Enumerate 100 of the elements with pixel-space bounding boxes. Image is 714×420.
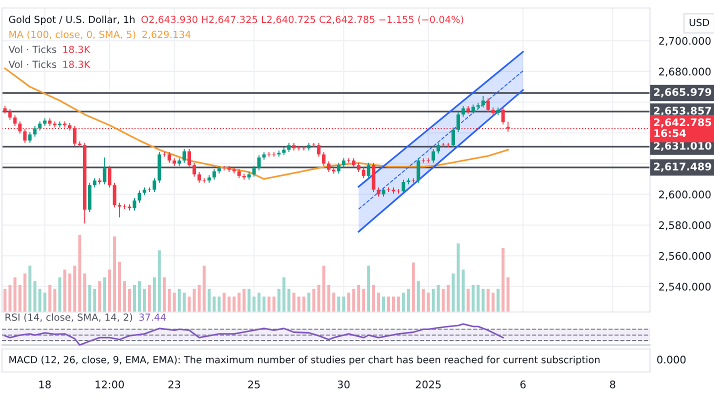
- bar: [58, 277, 62, 312]
- candlestick: [287, 142, 291, 153]
- candlestick: [28, 132, 32, 144]
- bar: [148, 285, 151, 312]
- candlestick: [382, 186, 386, 198]
- bar: [142, 288, 146, 312]
- candlestick: [461, 106, 465, 118]
- bar: [442, 288, 445, 312]
- y-tick-label: 2,540.000: [659, 282, 711, 292]
- bar: [23, 273, 26, 312]
- bar: [406, 288, 410, 312]
- x-tick-label: 12:00: [96, 380, 124, 388]
- bar: [302, 296, 306, 312]
- bar: [496, 288, 500, 312]
- bar: [18, 285, 22, 312]
- annotation: O2,643.930 H2,647.325 L2,640.725 C2,642.785 −1.155 (−0.04%): [141, 16, 464, 24]
- y-tick-label: 2,580.000: [659, 221, 711, 230]
- bar: [212, 296, 216, 312]
- candlestick: [471, 104, 475, 114]
- candlestick: [356, 162, 360, 173]
- candlestick: [436, 142, 440, 154]
- annotation: Vol · Ticks: [8, 46, 56, 54]
- bar: [232, 296, 236, 312]
- bar: [476, 285, 480, 312]
- y-tick-label: 2,600.000: [659, 190, 711, 200]
- annotation: Vol · Ticks: [8, 60, 56, 68]
- candlestick: [326, 160, 330, 173]
- bar: [506, 277, 510, 312]
- bar: [287, 288, 290, 312]
- bar: [396, 296, 400, 312]
- x-tick-label: 6: [520, 380, 526, 388]
- bar: [118, 262, 122, 312]
- bar: [172, 292, 176, 312]
- candlestick: [13, 114, 17, 126]
- text: USD: [690, 18, 710, 26]
- bar: [13, 277, 16, 312]
- bar: [93, 288, 96, 312]
- candlestick: [346, 158, 350, 164]
- ref-line-label: 2,631.010: [654, 142, 712, 152]
- x-tick-label: 8: [610, 380, 616, 388]
- candlestick: [322, 152, 326, 166]
- candlestick: [342, 158, 346, 168]
- text: RSI (14, close, SMA, 14, 2): [6, 313, 132, 322]
- bar: [33, 281, 36, 312]
- bar: [113, 236, 116, 312]
- candlestick: [376, 186, 380, 198]
- candlestick: [456, 112, 460, 133]
- y-tick-label: 2,560.000: [659, 252, 711, 261]
- bar: [387, 296, 390, 312]
- bar: [462, 270, 465, 312]
- bar: [228, 296, 231, 312]
- candlestick: [336, 162, 340, 174]
- annotation: Gold Spot / U.S. Dollar, 1h: [9, 16, 135, 26]
- candlestick: [192, 162, 196, 178]
- bar: [262, 296, 266, 312]
- y-tick-label: 2,680.000: [659, 68, 711, 77]
- candlestick: [132, 198, 136, 211]
- bar: [402, 292, 405, 312]
- bar: [3, 288, 6, 312]
- y-tick-label: 2,700.000: [659, 36, 711, 46]
- candlestick: [416, 158, 420, 184]
- bar: [282, 277, 286, 312]
- line-series: [4, 68, 509, 180]
- bar: [486, 288, 490, 312]
- candlestick: [352, 158, 356, 168]
- bar: [53, 288, 56, 312]
- x-tick-label: 18: [39, 380, 51, 388]
- bar: [436, 285, 440, 312]
- candlestick: [317, 142, 321, 158]
- bar: [138, 281, 141, 312]
- bar: [432, 288, 435, 312]
- candlestick: [108, 165, 112, 188]
- text: 37.44: [139, 314, 166, 321]
- candlestick: [8, 108, 12, 120]
- candlestick: [452, 127, 455, 148]
- bar: [128, 288, 131, 312]
- candlestick: [33, 125, 37, 138]
- candlestick: [212, 168, 216, 180]
- bar: [132, 285, 136, 312]
- bar: [337, 296, 340, 312]
- bar: [492, 292, 495, 312]
- bar: [426, 292, 430, 312]
- bar: [382, 296, 386, 312]
- bar: [267, 296, 270, 312]
- bar: [502, 248, 505, 312]
- bar: [38, 288, 42, 312]
- candlestick: [237, 168, 241, 179]
- candlestick: [252, 165, 256, 178]
- bar: [242, 288, 246, 312]
- candlestick: [152, 178, 156, 193]
- bar: [472, 285, 475, 312]
- bar: [362, 288, 366, 312]
- bar: [43, 292, 46, 312]
- candlestick: [432, 148, 436, 164]
- bar: [412, 262, 415, 312]
- bar: [272, 296, 276, 312]
- candlestick: [402, 179, 406, 194]
- candlestick: [486, 98, 490, 113]
- bar: [123, 281, 126, 312]
- bar: [73, 266, 76, 312]
